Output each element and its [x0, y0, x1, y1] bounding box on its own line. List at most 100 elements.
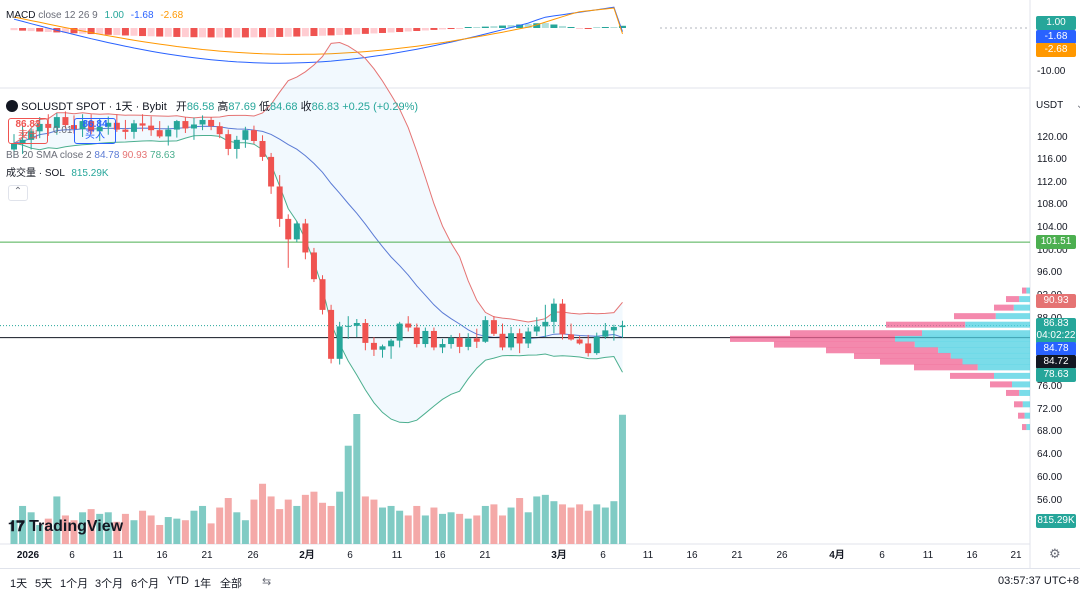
candle-body	[353, 322, 360, 326]
macd-histogram-bar	[387, 28, 395, 33]
volume-profile-bar-up	[1026, 287, 1030, 294]
candle-body	[293, 223, 300, 240]
volume-bar	[464, 518, 472, 544]
price-label-volume: 815.29K	[1036, 514, 1076, 528]
macd-legend-v1: 1.00	[104, 10, 124, 21]
range-button-4[interactable]: 6个月	[131, 578, 160, 590]
macd-histogram-bar	[584, 28, 592, 29]
macd-histogram-bar	[396, 28, 404, 33]
price-label-crosshair: 84.72	[1036, 355, 1076, 369]
bb-legend: BB 20 SMA close 2 84.78 90.93 78.63	[6, 150, 175, 162]
price-chart[interactable]: 120.00 116.00 112.00 108.00 104.00 100.00 96.0…	[0, 0, 1080, 568]
currency-select[interactable]: USDT ⌄	[1036, 100, 1080, 112]
time-tick-label: 16	[686, 550, 698, 561]
volume-bar	[207, 523, 215, 544]
volume-profile-bar-down	[994, 304, 1014, 311]
range-button-1[interactable]: 5天	[35, 578, 53, 590]
bb-legend-mid: 84.78	[94, 150, 120, 161]
bb-legend-label: BB 20 SMA close 2	[6, 150, 92, 161]
candle-body	[156, 130, 163, 137]
volume-profile-bar-up	[1012, 381, 1030, 388]
bollinger-band-fill	[14, 42, 623, 423]
ohlc-high-label: 高	[217, 101, 229, 113]
macd-histogram-bar	[130, 28, 138, 36]
candle-body	[542, 321, 549, 327]
price-tick-label: 100.00	[1037, 245, 1068, 256]
candle-body	[499, 333, 506, 348]
bb-legend-upper: 90.93	[122, 150, 148, 161]
volume-profile-bar-down	[1022, 424, 1027, 431]
volume-bar	[593, 504, 601, 544]
time-tick-label: 3月	[551, 549, 567, 561]
clock[interactable]: 03:57:37 UTC+8	[998, 575, 1080, 587]
candle-body	[568, 334, 575, 340]
volume-bar	[181, 520, 189, 544]
volume-bar	[498, 515, 506, 544]
macd-histogram-bar	[301, 28, 309, 37]
buy-button[interactable]: 86.84 买入	[74, 118, 116, 144]
range-button-0[interactable]: 1天	[10, 578, 28, 590]
volume-bar	[113, 521, 121, 544]
candle-body	[602, 330, 609, 337]
time-tick-label: 11	[113, 550, 124, 561]
price-label-bb-upper: 90.93	[1036, 294, 1076, 308]
sell-button[interactable]: 86.83 卖出	[8, 118, 48, 144]
volume-profile-bar-down	[1022, 287, 1027, 294]
range-button-7[interactable]: 全部	[220, 578, 242, 590]
ohlc-change: +0.25 (+0.29%)	[342, 101, 419, 113]
volume-profile-bar-down	[1018, 412, 1025, 419]
macd-histogram-bar	[576, 28, 584, 29]
time-tick-label: 2月	[299, 549, 315, 561]
macd-histogram-bar	[207, 28, 215, 38]
range-button-6[interactable]: 1年	[194, 578, 212, 590]
tradingview-logo-text: TradingView	[29, 518, 124, 535]
macd-legend-v2: -1.68	[130, 10, 154, 21]
macd-histogram-bar	[233, 28, 241, 38]
candle-body	[610, 326, 617, 331]
settings-gear-icon[interactable]: ⚙	[1049, 546, 1061, 561]
candle-body	[88, 121, 95, 132]
volume-bar	[421, 515, 429, 544]
time-tick-label: 2026	[17, 550, 40, 561]
volume-bar	[576, 504, 584, 544]
volume-profile-bar-down	[950, 372, 994, 379]
range-button-5[interactable]: YTD	[167, 575, 189, 587]
candle-body	[482, 320, 489, 342]
macd-histogram-bar	[447, 28, 455, 29]
volume-profile-bar-down	[1014, 401, 1023, 408]
macd-legend-params: close 12 26 9	[38, 10, 98, 21]
candle-body	[11, 143, 17, 150]
candle-body	[62, 117, 69, 126]
macd-tick-label: -10.00	[1037, 66, 1066, 77]
volume-bar	[224, 498, 232, 544]
volume-profile-bar-down	[880, 358, 963, 365]
collapse-legend-button[interactable]: ⌃	[8, 185, 28, 201]
macd-histogram-bar	[593, 27, 601, 28]
symbol-title[interactable]: SOLUSDT SPOT · 1天 · Bybit	[21, 101, 167, 113]
candle-body	[19, 139, 26, 144]
ohlc-high: 87.69	[228, 101, 256, 113]
macd-histogram-bar	[498, 25, 506, 28]
volume-bar	[396, 510, 404, 544]
range-button-3[interactable]: 3个月	[95, 578, 124, 590]
candle-body	[619, 325, 626, 328]
candle-body	[525, 331, 532, 344]
volume-bar	[53, 496, 61, 544]
range-button-2[interactable]: 1个月	[60, 578, 89, 590]
volume-bar	[284, 499, 292, 544]
volume-profile-bar-down	[954, 313, 996, 320]
macd-histogram-bar	[87, 28, 95, 35]
last-price: 86.83	[1043, 318, 1069, 329]
time-tick-label: 11	[923, 550, 934, 561]
time-tick-label: 21	[1010, 550, 1022, 561]
sell-price: 86.83	[15, 119, 41, 130]
macd-histogram-bar	[336, 28, 344, 36]
macd-histogram-bar	[36, 28, 44, 32]
time-tick-label: 26	[776, 550, 788, 561]
chevron-up-icon: ⌃	[13, 186, 23, 197]
date-range-icon[interactable]: ⇆	[262, 576, 272, 588]
candle-body	[233, 139, 240, 149]
macd-histogram-bar	[481, 26, 489, 28]
macd-histogram-bar	[413, 28, 421, 31]
candle-body	[413, 327, 420, 345]
